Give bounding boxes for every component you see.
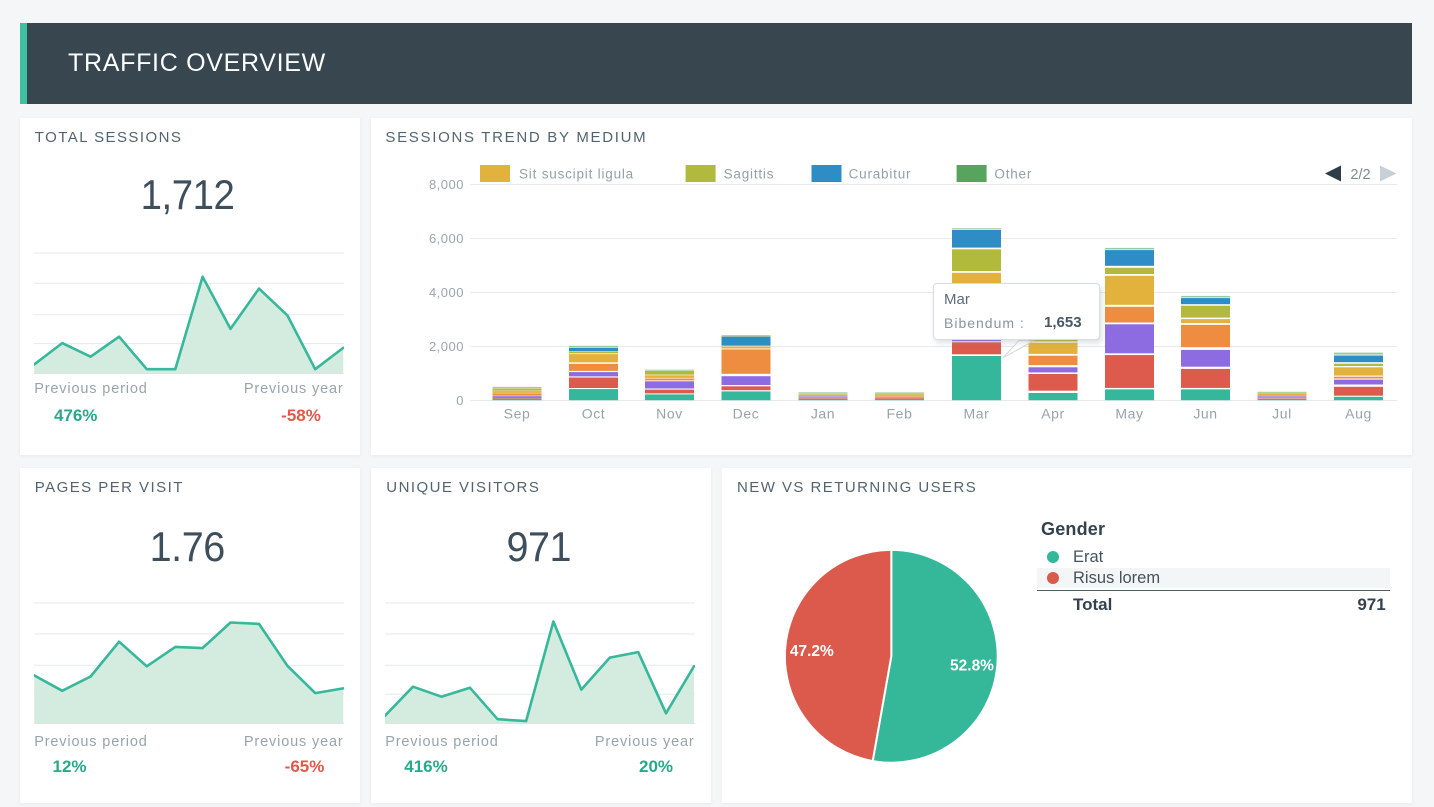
svg-text:2,000: 2,000: [429, 339, 464, 354]
svg-text:Other: Other: [994, 166, 1032, 181]
svg-text:May: May: [1115, 405, 1143, 421]
svg-text:6,000: 6,000: [429, 231, 464, 246]
svg-text:Nov: Nov: [656, 405, 683, 421]
svg-text:Oct: Oct: [582, 405, 606, 421]
svg-text:Sep: Sep: [504, 405, 531, 421]
svg-text:47.2%: 47.2%: [790, 643, 834, 660]
svg-text:0: 0: [456, 393, 464, 408]
svg-text:Sagittis: Sagittis: [724, 166, 775, 181]
svg-text:Mar: Mar: [964, 405, 990, 421]
svg-text:Jun: Jun: [1193, 405, 1217, 421]
svg-text:Aug: Aug: [1345, 405, 1372, 421]
svg-text:52.8%: 52.8%: [950, 657, 994, 674]
svg-text:Jan: Jan: [811, 405, 835, 421]
svg-text:Dec: Dec: [733, 405, 760, 421]
svg-text:Sit suscipit ligula: Sit suscipit ligula: [519, 166, 634, 181]
svg-text:4,000: 4,000: [429, 285, 464, 300]
svg-text:8,000: 8,000: [429, 177, 464, 192]
svg-text:Jul: Jul: [1272, 405, 1292, 421]
svg-text:2/2: 2/2: [1350, 167, 1370, 183]
svg-text:Feb: Feb: [887, 405, 913, 421]
svg-text:Curabitur: Curabitur: [849, 166, 912, 181]
svg-text:Apr: Apr: [1041, 405, 1065, 421]
